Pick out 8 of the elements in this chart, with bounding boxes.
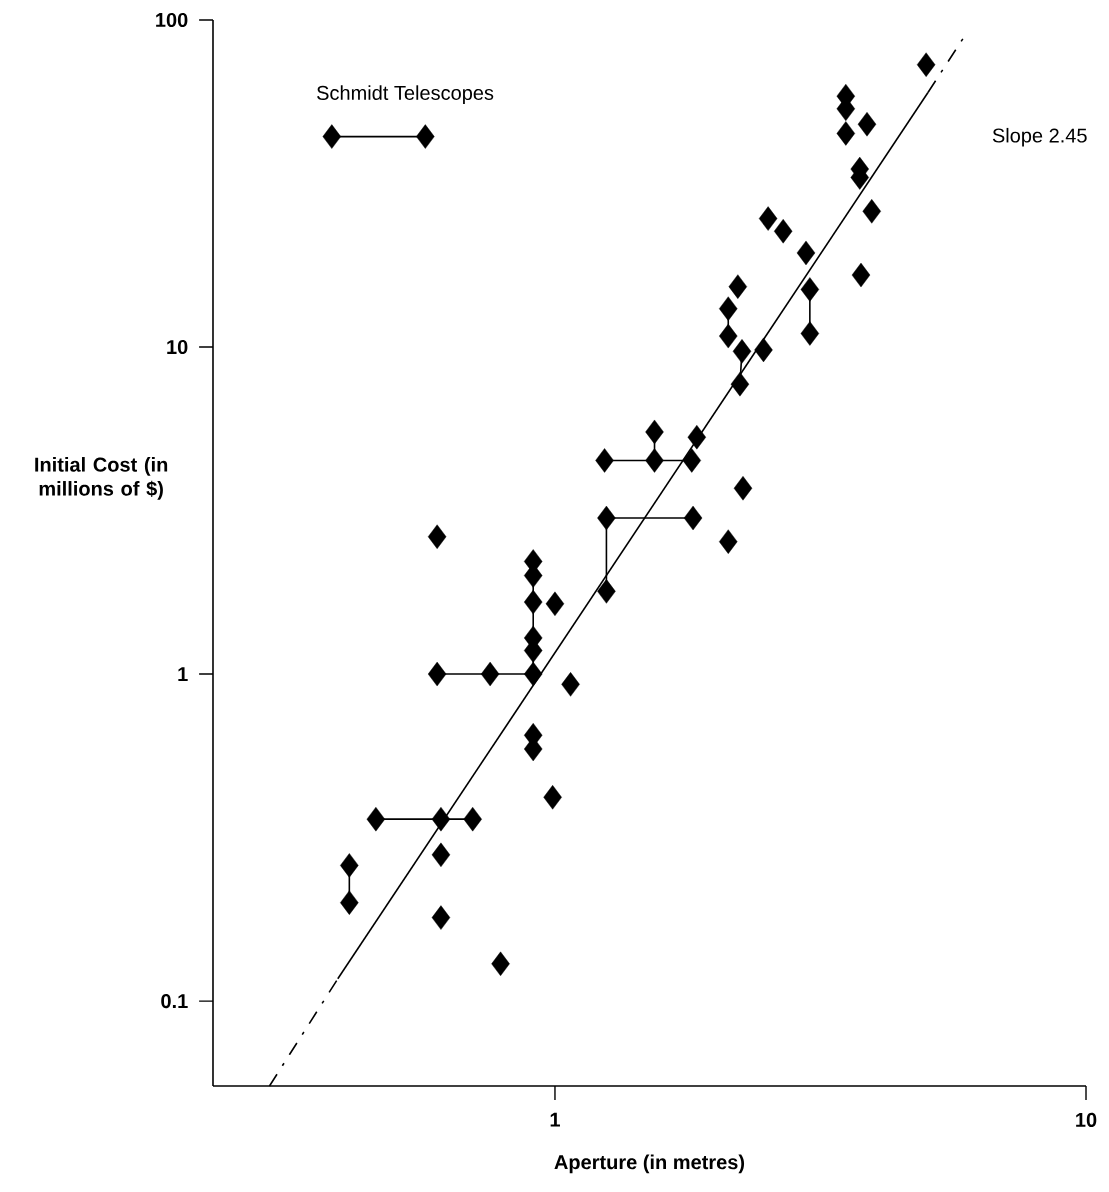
y-axis-title: Initial Cost (in millions of $)	[35, 457, 168, 500]
y-tick-label: 100	[156, 12, 188, 28]
y-tick-label: 10	[167, 339, 188, 355]
y-tick-label: 0.1	[161, 994, 188, 1009]
annotation: Slope 2.45	[992, 127, 1087, 147]
y-tick-label: 1	[178, 667, 188, 681]
annotation: Schmidt Telescopes	[317, 85, 494, 104]
x-axis-title: Aperture (in metres)	[554, 1154, 745, 1174]
